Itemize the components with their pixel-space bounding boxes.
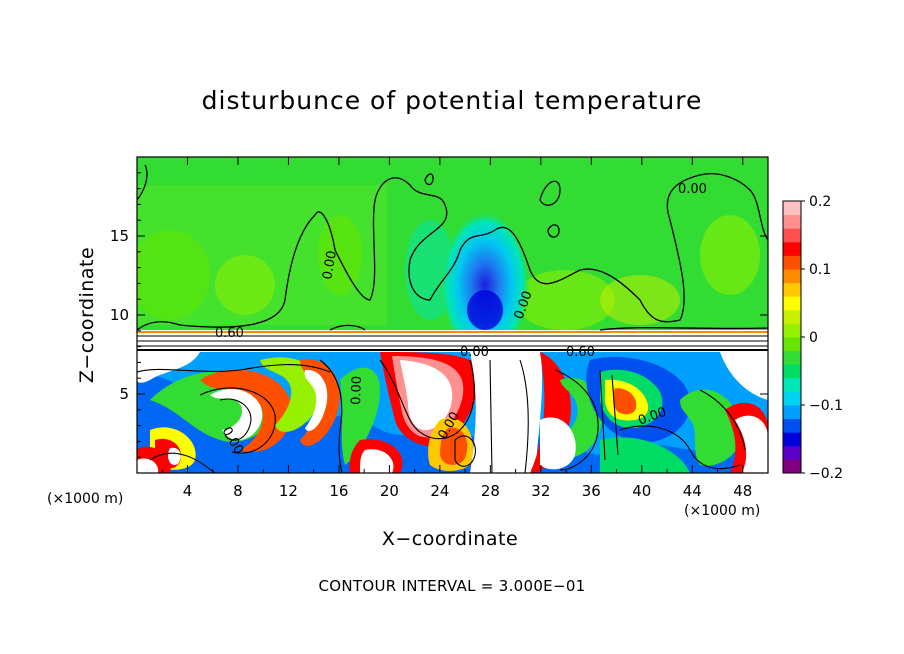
contour-lines — [137, 164, 768, 331]
colorbar-segment — [783, 241, 801, 256]
colorbar-tick-label: 0 — [809, 330, 818, 346]
contour-label: 0.00 — [678, 182, 707, 197]
x-tick-label: 28 — [481, 482, 500, 500]
colorbar — [782, 200, 802, 474]
x-tick-label: 32 — [531, 482, 550, 500]
x-tick-label: 48 — [733, 482, 752, 500]
contour-label: 0.60 — [566, 345, 595, 360]
colorbar-segment — [783, 214, 801, 229]
colorbar-tick-label: 0.2 — [809, 194, 831, 210]
x-tick-label: 36 — [582, 482, 601, 500]
x-unit-label-right: (×1000 m) — [684, 503, 761, 519]
y-axis-label: Z−coordinate — [76, 246, 98, 384]
x-tick-label: 24 — [430, 482, 449, 500]
contour-label: 0.60 — [215, 326, 244, 341]
x-unit-label-left: (×1000 m) — [47, 491, 124, 507]
colorbar-segment — [783, 201, 801, 216]
x-tick-label: 20 — [380, 482, 399, 500]
colorbar-segment — [783, 377, 801, 392]
colorbar-segment — [783, 405, 801, 420]
x-tick-label: 8 — [233, 482, 243, 500]
colorbar-segment — [783, 255, 801, 270]
colorbar-segment — [783, 350, 801, 365]
x-tick-label: 40 — [632, 482, 651, 500]
chart-title: disturbunce of potential temperature — [201, 86, 703, 115]
contour-label: 0.00 — [349, 376, 365, 405]
colorbar-tick-label: −0.2 — [809, 466, 843, 482]
colorbar-segment — [783, 337, 801, 352]
contour-label: 0.00 — [320, 250, 340, 281]
colorbar-ticks: 0.2 0.1 0 −0.1 −0.2 — [801, 194, 843, 482]
contour-interval-note: CONTOUR INTERVAL = 3.000E−01 — [318, 577, 586, 595]
contour-label: 0.00 — [460, 345, 489, 360]
x-tick-label: 12 — [279, 482, 298, 500]
colorbar-tick-label: 0.1 — [809, 262, 831, 278]
colorbar-segment — [783, 296, 801, 311]
x-axis: 4 8 12 16 20 24 28 32 36 40 44 48 — [161, 157, 769, 500]
y-tick-label: 10 — [110, 306, 129, 324]
colorbar-tick-label: −0.1 — [809, 398, 843, 414]
colorbar-segment — [783, 432, 801, 447]
colorbar-segment — [783, 282, 801, 297]
x-tick-label: 4 — [183, 482, 193, 500]
colorbar-segment — [783, 459, 801, 474]
x-tick-label: 16 — [329, 482, 348, 500]
colorbar-segment — [783, 228, 801, 243]
colorbar-segment — [783, 445, 801, 460]
x-tick-label: 44 — [683, 482, 702, 500]
contour-labels: 0.00 0.00 0.00 0.00 0.60 0.60 0.00 0.00 … — [215, 182, 707, 457]
colorbar-segment — [783, 391, 801, 406]
colorbar-segment — [783, 323, 801, 338]
y-tick-label: 5 — [119, 385, 129, 403]
y-tick-label: 15 — [110, 227, 129, 245]
colorbar-segment — [783, 309, 801, 324]
heatmap-field — [137, 157, 768, 473]
colorbar-segment — [783, 364, 801, 379]
colorbar-segment — [783, 418, 801, 433]
colorbar-segment — [783, 269, 801, 284]
x-axis-label: X−coordinate — [381, 528, 519, 550]
y-axis: 5 10 15 — [110, 172, 768, 458]
